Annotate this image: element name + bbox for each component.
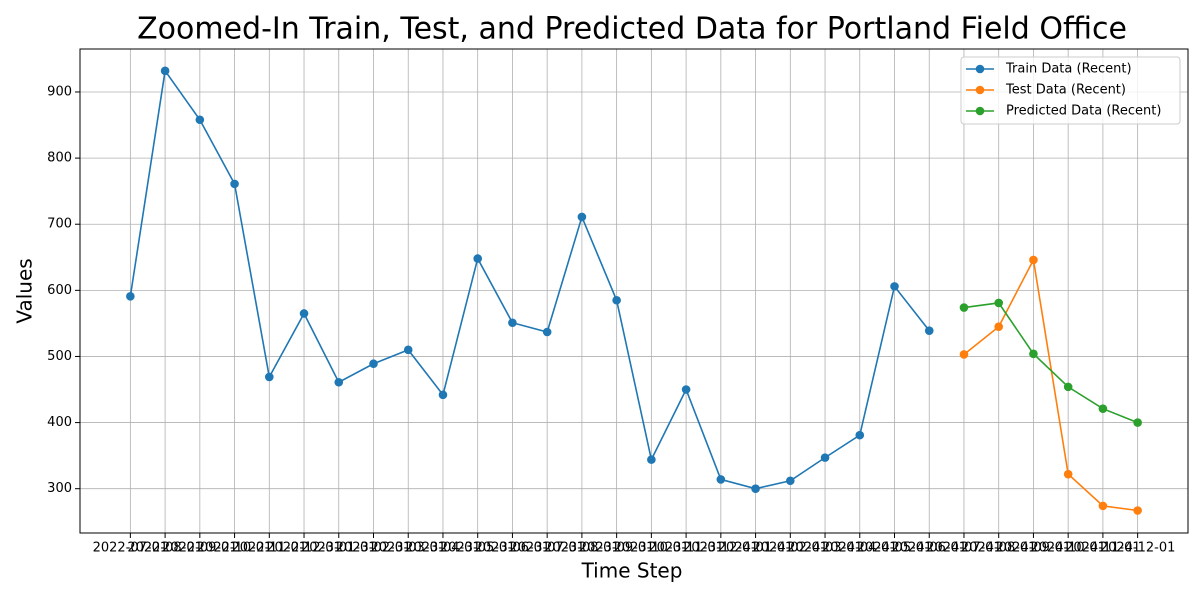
series-line [129,68,930,490]
y-tick-label: 500 [47,349,72,364]
x-tick-label: 2022-07-01 [93,541,169,556]
point [160,66,170,76]
point [264,372,274,382]
point [1133,418,1142,427]
point [612,295,621,305]
x-tick-label: 2023-01-01 [301,541,377,556]
x-tick-label: 2024-10-01 [1030,541,1106,556]
point [577,212,587,222]
y-axis-label: Values [13,258,37,323]
y-tick-label: 300 [47,481,72,496]
point [1063,382,1073,392]
x-tick-label: 2024-12-01 [1100,541,1176,556]
x-tick-label: 2022-11-01 [232,541,308,556]
point [438,390,448,400]
x-tick-label: 2023-10-01 [614,541,690,556]
point [855,430,865,440]
x-tick-label: 2024-04-01 [822,541,898,556]
point [924,326,934,335]
legend-marker [975,106,985,116]
point [647,455,656,464]
point [126,291,135,301]
x-tick-label: 2023-11-01 [648,541,724,556]
series-line [963,302,1138,424]
x-tick-label: 2023-07-01 [509,541,585,556]
y-tick-label: 700 [47,217,72,232]
x-tick-label: 2022-10-01 [197,541,273,556]
point [1063,469,1073,479]
x-tick-label: 2023-09-01 [579,541,655,556]
legend-label: Test Data (Recent) [1005,83,1126,98]
point [403,345,413,355]
point [716,475,726,484]
x-tick-label: 2024-02-01 [753,541,829,556]
x-tick-label: 2023-03-01 [370,541,446,556]
x-axis-label: Time Step [581,559,683,583]
point [195,115,205,125]
point [334,377,344,387]
point [1029,349,1038,359]
legend: Train Data (Recent) Test Data (Recent) Pre… [960,56,1181,125]
x-tick-label: 2024-05-01 [857,541,933,556]
x-tick-label: 2022-09-01 [162,541,238,556]
point [959,303,969,312]
legend-box [960,56,1181,125]
y-tick-label: 800 [47,151,72,166]
point [1133,506,1142,515]
point [1098,404,1108,413]
legend-marker [975,85,985,95]
point [1029,255,1038,265]
x-tick-label: 2023-04-01 [405,541,481,556]
plot-frame [79,48,1189,534]
legend-label: Train Data (Recent) [1005,62,1132,77]
x-tick-label: 2024-11-01 [1065,541,1141,556]
point [230,179,239,189]
series-line [963,257,1138,512]
point [820,453,830,462]
point [890,282,899,291]
x-tick-label: 2024-08-01 [961,541,1037,556]
x-tick-label: 2024-07-01 [926,541,1002,556]
point [299,309,309,318]
point [508,318,517,328]
x-tick-label: 2022-12-01 [266,541,342,556]
point [751,484,760,493]
legend-marker [975,64,985,74]
point [369,359,378,369]
point [959,350,969,359]
legend-label: Predicted Data (Recent) [1006,104,1161,119]
x-tick-label: 2024-03-01 [787,541,863,556]
x-tick-label: 2023-06-01 [475,541,551,556]
x-tick-label: 2024-06-01 [891,541,967,556]
x-tick-label: 2023-02-01 [336,541,412,556]
y-tick-label: 400 [47,415,72,430]
point [1098,501,1108,511]
x-tick-label: 2024-09-01 [996,541,1072,556]
point [542,327,552,337]
x-tick-label: 2022-08-01 [127,541,203,556]
y-tick-label: 900 [47,84,72,99]
point [473,254,482,263]
x-tick-label: 2023-08-01 [544,541,620,556]
x-tick-label: 2023-12-01 [683,541,759,556]
x-tick-label: 2024-01-01 [718,541,794,556]
y-tick-label: 600 [47,283,72,298]
chart-title: Zoomed-In Train, Test, and Predicted Dat… [137,12,1127,47]
point [994,298,1004,308]
point [786,476,795,486]
point [994,322,1004,332]
point [681,385,691,394]
x-tick-label: 2023-05-01 [440,541,516,556]
